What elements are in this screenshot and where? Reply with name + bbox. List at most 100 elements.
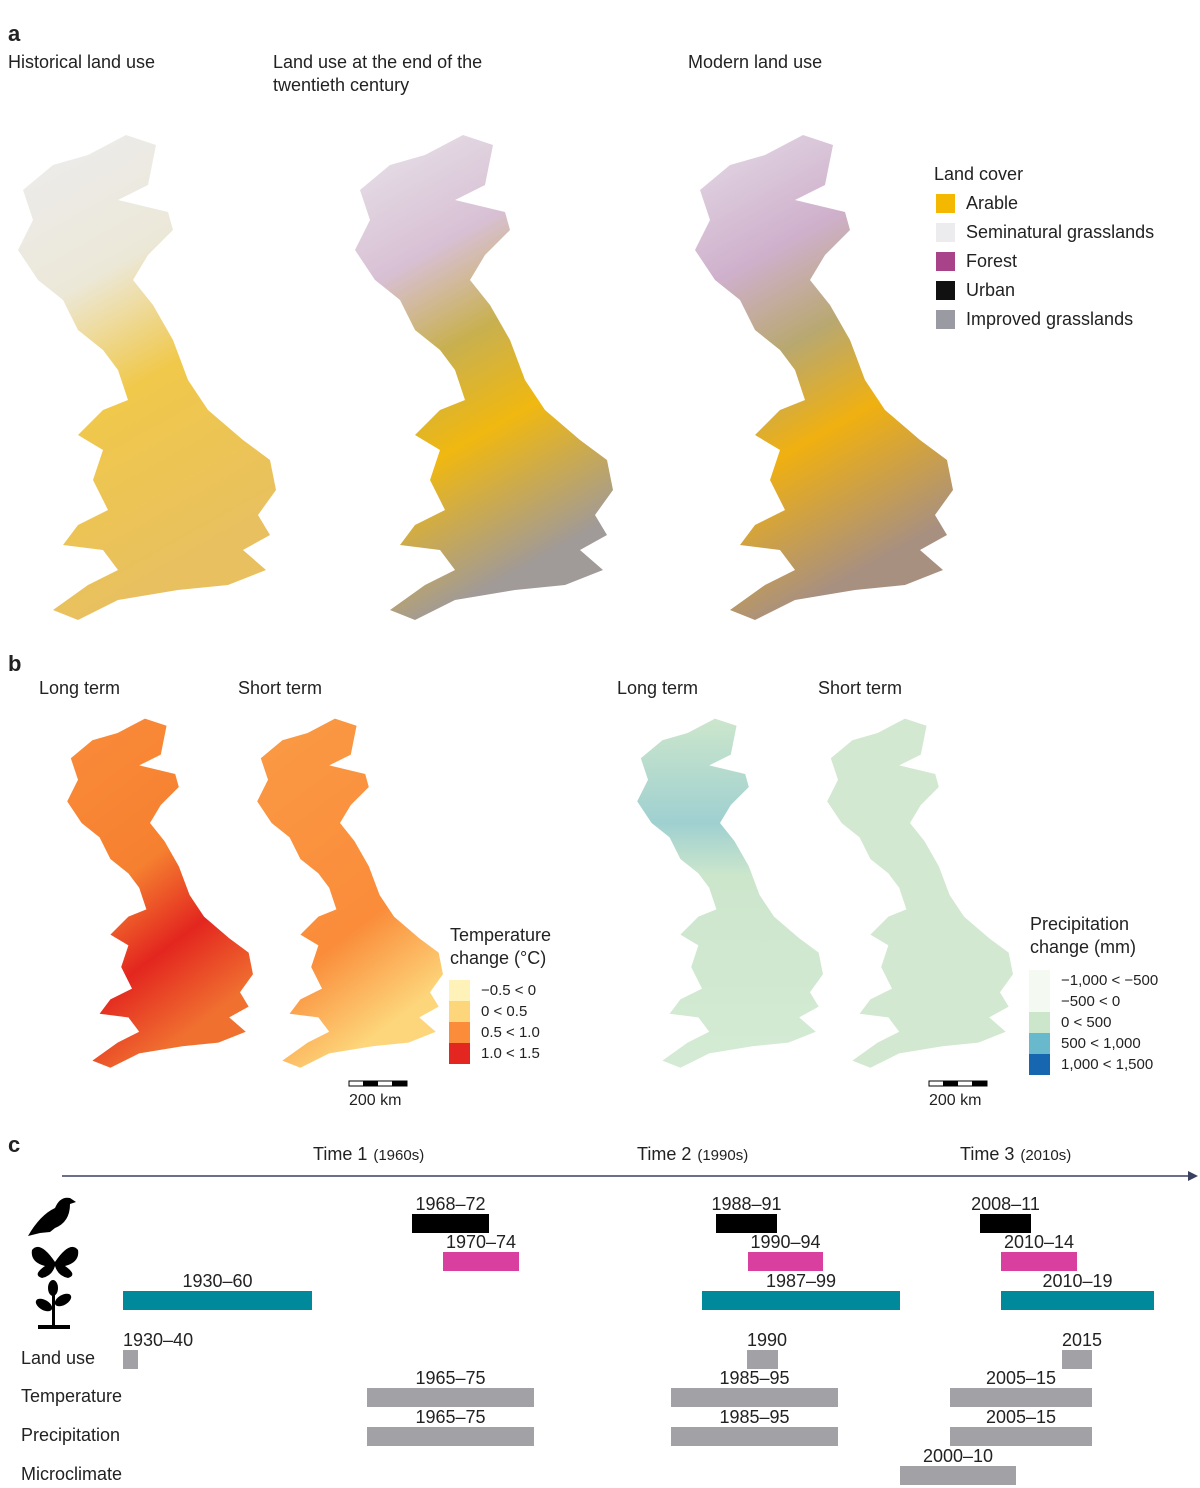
legend-swatch: [936, 252, 955, 271]
legend-swatch: [1029, 1033, 1050, 1054]
map-precip-long: [637, 718, 823, 1068]
map-title: Land use at the end of the twentieth cen…: [273, 52, 483, 95]
time-period: (1960s): [373, 1147, 424, 1164]
period-bar: [1062, 1350, 1092, 1369]
period-bar: [443, 1252, 519, 1271]
period-bar: [1001, 1252, 1077, 1271]
time-header: Time 1 (1960s): [313, 1144, 424, 1164]
period-bar: [980, 1214, 1031, 1233]
legend-swatch: [936, 281, 955, 300]
legend-label: 0 < 0.5: [481, 1002, 528, 1020]
butterfly-icon: [31, 1246, 79, 1278]
period-label: 1987–99: [766, 1271, 836, 1291]
time-label: Time 1: [313, 1144, 367, 1164]
legend-label: 0.5 < 1.0: [481, 1023, 540, 1041]
period-bar: [702, 1291, 900, 1310]
period-label: 1930–60: [182, 1271, 252, 1291]
period-label: 2005–15: [986, 1368, 1056, 1388]
period-label: 1970–74: [446, 1232, 516, 1252]
map-historical: [18, 135, 276, 620]
period-bar: [412, 1214, 489, 1233]
legend-title: Land cover: [934, 164, 1024, 184]
legend-label: Arable: [966, 192, 1019, 213]
time-label: Time 2: [637, 1144, 691, 1164]
period-label: 1965–75: [415, 1407, 485, 1427]
legend-swatch: [936, 310, 955, 329]
legend-title: Precipitation change (mm): [1030, 914, 1137, 957]
period-bar: [716, 1214, 777, 1233]
map-title: Short term: [238, 678, 323, 698]
legend-title: Temperature change (°C): [450, 925, 552, 968]
map-temp-long: [67, 718, 253, 1068]
period-label: 1968–72: [415, 1194, 485, 1214]
period-bar: [671, 1388, 838, 1407]
map-twentieth-century: [355, 135, 613, 620]
map-modern: [695, 135, 953, 620]
time-period: (2010s): [1020, 1147, 1071, 1164]
legend-swatch: [1029, 1054, 1050, 1075]
period-label: 2008–11: [971, 1194, 1040, 1214]
period-bar: [367, 1427, 534, 1446]
map-title: Long term: [39, 678, 121, 698]
period-bar: [367, 1388, 534, 1407]
map-title: Short term: [818, 678, 903, 698]
legend-swatch: [449, 980, 470, 1001]
legend-label: Improved grasslands: [966, 308, 1134, 329]
legend-swatch: [936, 194, 955, 213]
time-header: Time 2 (1990s): [637, 1144, 748, 1164]
scale-label: 200 km: [349, 1092, 402, 1109]
row-label: Precipitation: [21, 1425, 120, 1445]
legend-swatch: [449, 1001, 470, 1022]
scale-bar: [348, 1080, 408, 1087]
period-bar: [748, 1252, 823, 1271]
period-bar: [123, 1350, 138, 1369]
period-label: 2010–14: [1004, 1232, 1074, 1252]
plant-icon: [35, 1280, 72, 1329]
period-label: 1985–95: [719, 1407, 789, 1427]
period-label: 1990: [747, 1330, 787, 1350]
map-title: Modern land use: [688, 52, 823, 72]
legend-label: Forest: [966, 250, 1018, 271]
row-label: Land use: [21, 1348, 95, 1368]
time-period: (1990s): [697, 1147, 748, 1164]
legend-swatch: [449, 1043, 470, 1064]
panel-label: c: [8, 1132, 21, 1157]
legend-swatch: [1029, 1012, 1050, 1033]
time-label: Time 3: [960, 1144, 1014, 1164]
map-title: Long term: [617, 678, 699, 698]
period-label: 2010–19: [1042, 1271, 1112, 1291]
period-label: 2015: [1062, 1330, 1102, 1350]
map-temp-short: [257, 718, 443, 1068]
period-label: 2000–10: [923, 1446, 993, 1466]
period-label: 1990–94: [750, 1232, 820, 1252]
legend-swatch: [936, 223, 955, 242]
panel-label: b: [8, 651, 22, 676]
time-arrow: [1188, 1171, 1198, 1181]
period-label: 1930–40: [123, 1330, 193, 1350]
legend-label: Seminatural grasslands: [966, 221, 1155, 242]
period-bar: [671, 1427, 838, 1446]
period-bar: [950, 1427, 1092, 1446]
period-bar: [747, 1350, 778, 1369]
period-label: 1965–75: [415, 1368, 485, 1388]
period-bar: [123, 1291, 312, 1310]
bird-icon: [28, 1197, 76, 1236]
legend-swatch: [1029, 991, 1050, 1012]
time-header: Time 3 (2010s): [960, 1144, 1071, 1164]
map-title: Historical land use: [8, 52, 156, 72]
scale-bar: [928, 1080, 988, 1087]
legend-label: −500 < 0: [1061, 992, 1121, 1010]
map-precip-short: [827, 718, 1013, 1068]
legend-label: 1,000 < 1,500: [1061, 1055, 1154, 1073]
legend-label: Urban: [966, 279, 1016, 300]
legend-label: −0.5 < 0: [481, 981, 537, 999]
period-bar: [1001, 1291, 1154, 1310]
period-label: 2005–15: [986, 1407, 1056, 1427]
row-label: Temperature: [21, 1386, 122, 1406]
legend-swatch: [1029, 970, 1050, 991]
legend-label: 500 < 1,000: [1061, 1034, 1141, 1052]
scale-label: 200 km: [929, 1092, 982, 1109]
period-label: 1988–91: [711, 1194, 781, 1214]
